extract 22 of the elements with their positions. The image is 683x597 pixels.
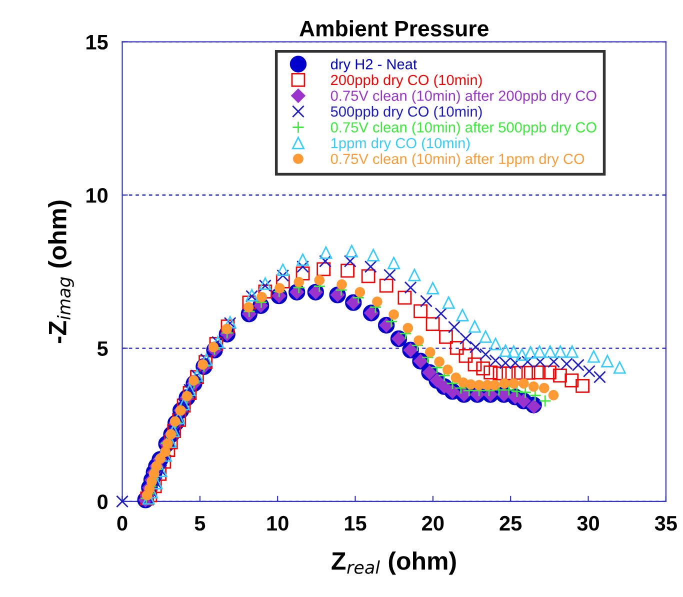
- x-tick-label: 5: [194, 516, 206, 531]
- x-tick-label: 0: [117, 516, 128, 531]
- y-tick-label: 5: [97, 341, 108, 356]
- x-tick-label: 25: [500, 516, 522, 531]
- legend-label: dry H2 - Neat: [330, 58, 417, 72]
- x-tick-label: 20: [422, 516, 444, 531]
- y-tick-label: 10: [86, 188, 108, 203]
- x-axis-title: Z$_{real}$ (ohm): [332, 551, 456, 575]
- y-tick-label: 15: [86, 35, 108, 50]
- legend-label: 0.75V clean (10min) after 1ppm dry CO: [330, 153, 584, 167]
- chart-title: Ambient Pressure: [300, 20, 488, 36]
- legend-label: 0.75V clean (10min) after 500ppb dry CO: [330, 122, 596, 136]
- x-tick-label: 10: [267, 516, 288, 531]
- y-tick-label: 0: [98, 494, 108, 510]
- legend-label: 500ppb dry CO (10min): [330, 106, 482, 120]
- legend-label: 0.75V clean (10min) after 200ppb dry CO: [330, 90, 596, 104]
- x-tick-label: 30: [577, 516, 599, 531]
- y-axis-title: -Z$_{imag}$ (ohm): [48, 200, 74, 344]
- legend-label: 200ppb dry CO (10min): [331, 74, 482, 88]
- x-tick-label: 15: [344, 516, 366, 531]
- legend-label: 1ppm dry CO (10min): [331, 138, 470, 152]
- x-tick-label: 35: [654, 516, 677, 531]
